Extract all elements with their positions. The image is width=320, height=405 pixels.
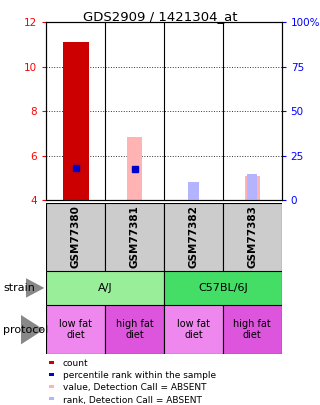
Bar xyxy=(49,385,54,388)
Text: strain: strain xyxy=(3,283,35,293)
Text: count: count xyxy=(63,359,89,368)
Bar xyxy=(245,176,260,200)
Text: low fat
diet: low fat diet xyxy=(177,319,210,341)
Text: GSM77380: GSM77380 xyxy=(71,205,81,269)
Text: value, Detection Call = ABSENT: value, Detection Call = ABSENT xyxy=(63,384,206,392)
Bar xyxy=(46,202,105,271)
Bar xyxy=(164,305,223,354)
Text: low fat
diet: low fat diet xyxy=(59,319,92,341)
Text: rank, Detection Call = ABSENT: rank, Detection Call = ABSENT xyxy=(63,396,202,405)
Bar xyxy=(164,271,282,305)
Bar xyxy=(105,305,164,354)
Text: GSM77382: GSM77382 xyxy=(188,205,198,269)
Text: percentile rank within the sample: percentile rank within the sample xyxy=(63,371,216,380)
Text: high fat
diet: high fat diet xyxy=(116,319,154,341)
Bar xyxy=(49,397,54,401)
Bar xyxy=(164,202,223,271)
Text: GSM77381: GSM77381 xyxy=(130,205,140,269)
Bar xyxy=(49,361,54,364)
Bar xyxy=(223,202,282,271)
Bar xyxy=(105,202,164,271)
Bar xyxy=(127,137,142,200)
Bar xyxy=(46,271,164,305)
Polygon shape xyxy=(21,315,44,345)
Text: high fat
diet: high fat diet xyxy=(233,319,271,341)
Bar xyxy=(247,174,258,200)
Bar xyxy=(223,305,282,354)
Text: GDS2909 / 1421304_at: GDS2909 / 1421304_at xyxy=(83,10,237,23)
Bar xyxy=(46,305,105,354)
Text: A/J: A/J xyxy=(98,283,113,293)
Text: C57BL/6J: C57BL/6J xyxy=(198,283,248,293)
Text: GSM77383: GSM77383 xyxy=(247,205,257,269)
Polygon shape xyxy=(26,278,44,298)
Text: protocol: protocol xyxy=(3,325,48,335)
Bar xyxy=(188,181,199,200)
Bar xyxy=(63,43,89,200)
Bar xyxy=(49,373,54,376)
